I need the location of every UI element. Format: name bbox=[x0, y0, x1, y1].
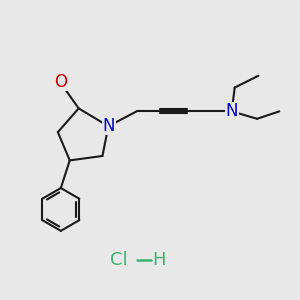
Text: N: N bbox=[103, 117, 115, 135]
Text: H: H bbox=[152, 251, 166, 269]
Text: N: N bbox=[226, 102, 238, 120]
Text: Cl: Cl bbox=[110, 251, 128, 269]
Text: O: O bbox=[54, 73, 67, 91]
